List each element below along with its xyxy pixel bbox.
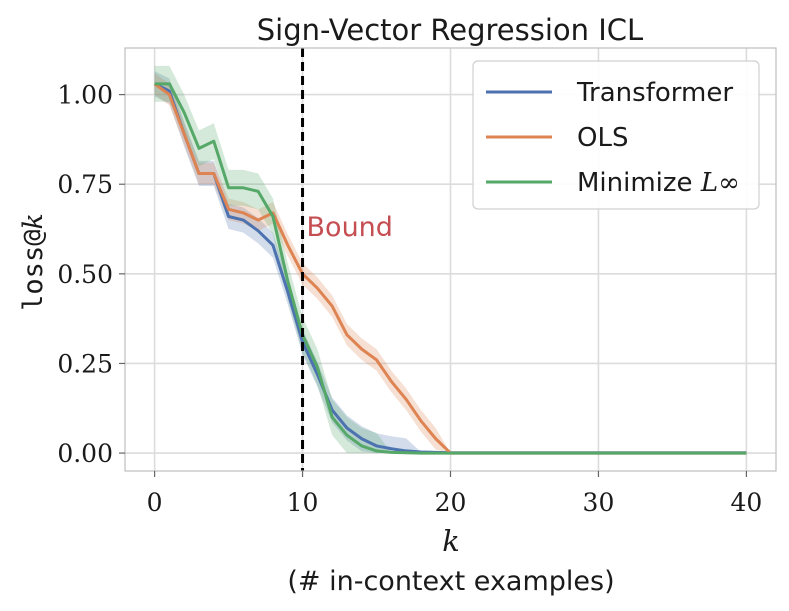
legend-label-minimize: Minimize L∞ (577, 168, 740, 198)
legend: Transformer OLS Minimize L∞ (472, 60, 760, 210)
y-tick-label: 0.25 (57, 349, 113, 378)
series-lines (153, 82, 747, 455)
annotations: Bound (301, 48, 393, 471)
x-tick-label: 20 (435, 488, 467, 517)
x-tick-label: 40 (731, 488, 763, 517)
y-axis-ticks: 0.00 0.25 0.50 0.75 1.00 (57, 81, 125, 468)
x-axis-sublabel: (# in-context examples) (287, 566, 614, 597)
y-axis-label: loss@k (18, 213, 49, 311)
y-tick-label: 0.50 (57, 260, 113, 289)
y-tick-label: 0.00 (57, 439, 113, 468)
x-tick-label: 0 (147, 488, 163, 517)
legend-label-ols: OLS (577, 123, 628, 153)
x-axis-ticks: 0 10 20 30 40 (147, 471, 763, 517)
bound-label: Bound (307, 212, 393, 243)
chart-title: Sign-Vector Regression ICL (257, 13, 643, 47)
y-axis-label-prefix: loss@ (18, 230, 49, 311)
legend-box (472, 60, 760, 210)
y-tick-label: 1.00 (57, 81, 113, 110)
legend-label-transformer: Transformer (576, 78, 733, 108)
y-tick-label: 0.75 (57, 170, 113, 199)
x-tick-label: 30 (583, 488, 615, 517)
y-axis-label-var: k (18, 213, 49, 229)
x-tick-label: 10 (287, 488, 319, 517)
x-axis-label: k (442, 524, 460, 558)
line-minimize (154, 82, 747, 455)
